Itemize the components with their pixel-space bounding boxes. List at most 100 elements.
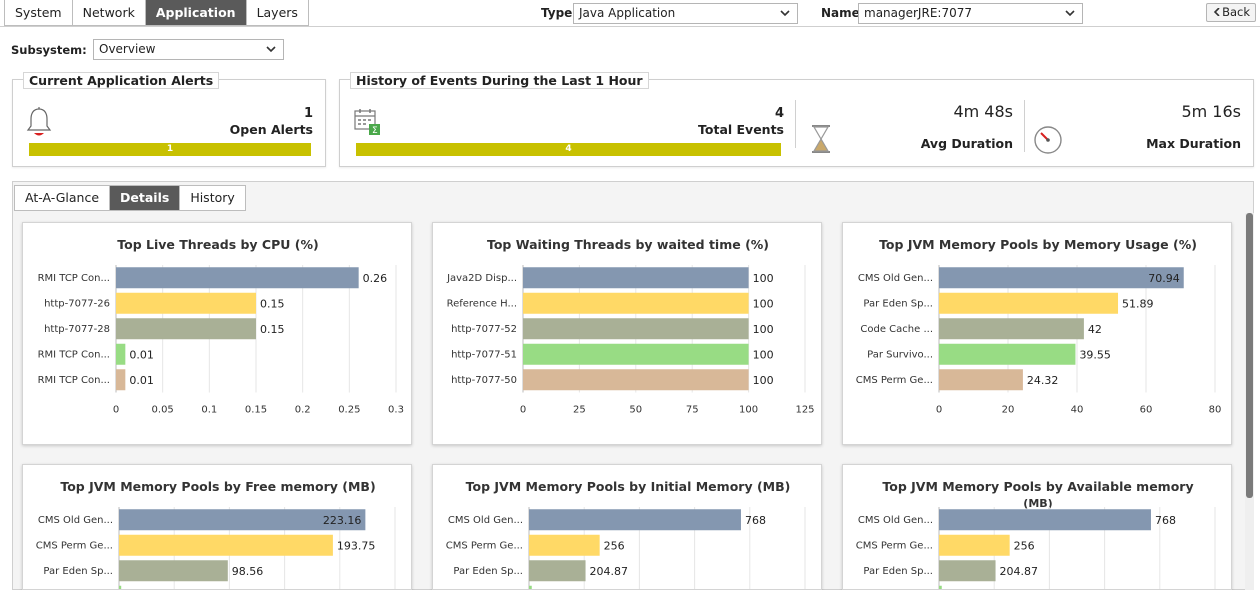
bar[interactable]: [939, 585, 942, 590]
bar[interactable]: [116, 369, 126, 391]
bar[interactable]: [119, 509, 366, 531]
category-label: CMS Perm Ge...: [446, 540, 523, 551]
data-label: 0.01: [129, 348, 154, 361]
category-label: Reference H...: [447, 298, 517, 309]
tick-label: 80: [1209, 405, 1222, 416]
tab-history[interactable]: History: [190, 190, 235, 205]
data-label: 39.55: [1079, 348, 1111, 361]
bar[interactable]: [523, 318, 749, 340]
bar[interactable]: [939, 318, 1084, 340]
bar[interactable]: [939, 560, 996, 582]
category-label: RMI TCP Con...: [38, 349, 110, 360]
bar[interactable]: [529, 534, 600, 556]
data-label: 193.75: [337, 539, 376, 552]
tab-details[interactable]: Details: [110, 186, 181, 210]
gauge-icon: [1034, 126, 1062, 154]
bar[interactable]: [523, 267, 749, 289]
tick-label: 0: [520, 405, 526, 416]
bar[interactable]: [939, 292, 1119, 314]
tab-system[interactable]: System: [5, 0, 73, 25]
name-label: Name: [821, 6, 860, 20]
data-label: 768: [745, 514, 766, 527]
bar[interactable]: [529, 509, 741, 531]
bar[interactable]: [939, 267, 1184, 289]
tick-label: 100: [739, 405, 758, 416]
bar[interactable]: [523, 369, 749, 391]
bar[interactable]: [116, 267, 359, 289]
type-select[interactable]: Java Application: [573, 3, 798, 24]
tick-label: 40: [1071, 405, 1084, 416]
bar[interactable]: [523, 343, 749, 365]
category-label: CMS Old Gen...: [448, 515, 523, 526]
bar[interactable]: [529, 585, 532, 590]
data-label: 42: [1088, 323, 1102, 336]
chart-waiting-threads: Top Waiting Threads by waited time (%) Ja…: [446, 237, 814, 416]
total-events-progress-bar[interactable]: 4: [356, 143, 781, 156]
open-alerts-count: 1: [303, 106, 313, 121]
tick-label: 0.15: [245, 405, 267, 416]
category-label: CMS Perm Ge...: [856, 540, 933, 551]
bar[interactable]: [939, 509, 1151, 531]
data-label: 100: [753, 323, 774, 336]
total-events-label: Total Events: [698, 122, 784, 137]
current-alerts-title: Current Application Alerts: [23, 72, 220, 89]
bar[interactable]: [529, 560, 586, 582]
back-button[interactable]: Back: [1206, 3, 1256, 22]
category-label: Code Cache ...: [860, 324, 933, 335]
type-select-value: Java Application: [579, 6, 676, 20]
chart-card-live-threads-cpu: Top Live Threads by CPU (%) RMI TCP Con..…: [22, 222, 412, 445]
bar[interactable]: [119, 534, 333, 556]
tick-label: 60: [1140, 405, 1153, 416]
back-button-label: Back: [1222, 5, 1250, 19]
bar[interactable]: [523, 292, 749, 314]
category-label: CMS Old Gen...: [858, 515, 933, 526]
tick-label: 0: [113, 405, 119, 416]
category-label: http-7077-28: [44, 324, 110, 335]
open-alerts-progress-bar[interactable]: 1: [29, 143, 311, 156]
chart-title: Top JVM Memory Pools by Free memory (MB): [60, 479, 375, 494]
chart-card-memory-usage: Top JVM Memory Pools by Memory Usage (%)…: [842, 222, 1232, 445]
tab-network[interactable]: Network: [72, 0, 146, 25]
svg-text:Σ: Σ: [372, 126, 378, 136]
type-label: Type: [541, 6, 573, 20]
open-alerts-label: Open Alerts: [229, 122, 313, 137]
chevron-down-icon: [266, 46, 276, 53]
detail-tab-bar: At-A-Glance Details History: [14, 185, 246, 211]
tick-label: 125: [795, 405, 814, 416]
top-bar: System Network Application Layers Type J…: [0, 0, 1260, 27]
divider: [1024, 100, 1025, 152]
tick-label: 0.3: [388, 405, 404, 416]
bar[interactable]: [939, 534, 1010, 556]
tick-label: 0.2: [295, 405, 311, 416]
tick-label: 0: [936, 405, 942, 416]
data-label: 24.32: [1027, 374, 1059, 387]
bar[interactable]: [939, 343, 1076, 365]
category-label: http-7077-51: [451, 349, 517, 360]
bar[interactable]: [116, 343, 126, 365]
bar[interactable]: [119, 560, 228, 582]
category-label: http-7077-50: [451, 375, 517, 386]
subsystem-select[interactable]: Overview: [93, 39, 284, 60]
data-label: 100: [753, 348, 774, 361]
tab-at-a-glance[interactable]: At-A-Glance: [15, 186, 111, 210]
bar[interactable]: [116, 292, 256, 314]
name-select[interactable]: managerJRE:7077: [858, 3, 1083, 24]
subsystem-label: Subsystem:: [11, 43, 87, 57]
chart-card-waiting-threads: Top Waiting Threads by waited time (%) Ja…: [432, 222, 822, 445]
scrollbar-thumb[interactable]: [1246, 213, 1253, 498]
data-label: 0.15: [260, 297, 285, 310]
data-label: 768: [1155, 514, 1176, 527]
max-duration-label: Max Duration: [1146, 136, 1241, 151]
bar[interactable]: [116, 318, 256, 340]
tick-label: 25: [573, 405, 586, 416]
bar[interactable]: [119, 585, 122, 590]
category-label: http-7077-26: [44, 298, 110, 309]
data-label: 51.89: [1122, 297, 1154, 310]
tab-layers[interactable]: Layers: [246, 0, 308, 25]
tab-application[interactable]: Application: [145, 0, 247, 25]
bell-icon: [26, 107, 52, 136]
data-label: 223.16: [323, 514, 362, 527]
category-label: RMI TCP Con...: [38, 273, 110, 284]
bar[interactable]: [939, 369, 1023, 391]
avg-duration-value: 4m 48s: [953, 102, 1013, 121]
